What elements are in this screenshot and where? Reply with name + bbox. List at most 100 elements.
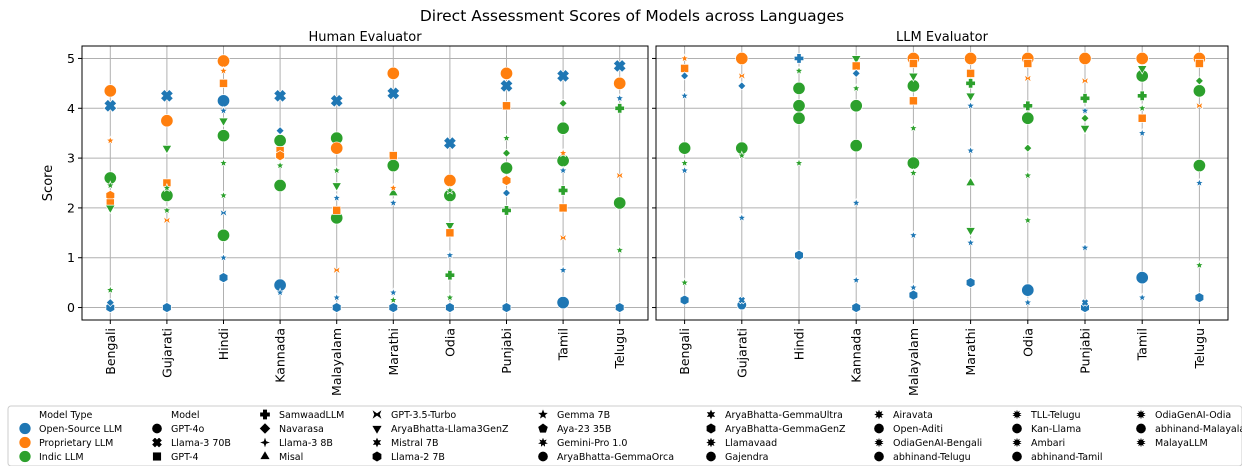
data-point: [736, 212, 747, 222]
data-point: [160, 188, 174, 202]
data-point: [105, 302, 116, 313]
y-tick-label: 2: [67, 200, 75, 215]
legend-marker: [1011, 422, 1023, 435]
data-point: [388, 302, 399, 313]
panel-title: LLM Evaluator: [896, 30, 989, 45]
data-point: [965, 277, 976, 289]
data-point: [162, 215, 172, 225]
data-point: [1137, 292, 1148, 302]
data-point: [331, 192, 342, 203]
data-point: [737, 81, 747, 91]
legend-marker: [873, 422, 885, 435]
data-point: [966, 68, 976, 78]
data-point: [556, 69, 570, 83]
legend: Model Type Open-Source LLM Proprietary LLM…: [7, 405, 1242, 466]
data-point: [499, 78, 514, 93]
x-tick-label: Tamil: [1135, 328, 1150, 361]
data-point: [275, 160, 285, 170]
legend-marker: [371, 425, 383, 436]
legend-marker: [872, 407, 886, 422]
legend-marker: [259, 449, 271, 460]
data-point: [275, 126, 285, 136]
data-point: [443, 173, 457, 188]
data-point: [388, 294, 399, 305]
data-point: [679, 157, 690, 168]
data-point: [162, 205, 172, 215]
data-point: [1194, 76, 1204, 86]
data-point: [1080, 298, 1090, 307]
data-point: [1194, 59, 1204, 68]
data-point: [965, 237, 976, 247]
legend-label: Navarasa: [279, 424, 324, 435]
data-point: [1194, 177, 1205, 188]
data-point: [908, 289, 919, 301]
data-point: [445, 185, 455, 195]
data-point: [965, 145, 976, 155]
legend-marker: [371, 408, 383, 421]
data-point: [160, 114, 174, 128]
data-point: [613, 196, 627, 210]
data-point: [851, 83, 862, 93]
data-point: [162, 182, 172, 193]
data-point: [161, 145, 173, 155]
data-point: [1080, 76, 1090, 86]
data-point: [792, 81, 806, 95]
legend-label: OdiaGenAI-Bengali: [893, 438, 982, 449]
x-tick-label: Hindi: [216, 328, 231, 360]
data-point: [388, 151, 398, 161]
data-point: [556, 154, 570, 168]
legend-label: Gajendra: [725, 452, 768, 463]
data-point: [445, 250, 455, 260]
data-point: [1080, 113, 1090, 123]
data-point: [105, 180, 116, 190]
x-tick-label: Punjabi: [1078, 328, 1093, 374]
data-point: [386, 159, 400, 173]
data-point: [851, 197, 862, 208]
legend-marker: [536, 435, 550, 449]
data-point: [737, 295, 746, 305]
x-tick-label: Malayalam: [906, 328, 921, 396]
data-point: [216, 228, 231, 242]
data-point: [792, 99, 806, 113]
data-point: [679, 277, 690, 287]
legend-label: GPT-3.5-Turbo: [391, 410, 456, 421]
data-point: [556, 296, 570, 310]
data-point: [502, 148, 511, 158]
y-tick-label: 0: [67, 300, 75, 315]
data-point: [679, 165, 690, 175]
legend-label: AryaBhatta-Llama3GenZ: [391, 424, 509, 435]
data-point: [850, 55, 862, 65]
legend-marker: [873, 450, 885, 463]
legend-marker: [18, 450, 32, 463]
data-point: [160, 88, 174, 103]
legend-label: Open-Aditi: [893, 424, 943, 435]
data-point: [388, 182, 399, 193]
legend-label: Indic LLM: [39, 452, 84, 463]
legend-label: Gemma 7B: [557, 410, 610, 421]
data-point: [445, 228, 455, 238]
data-point: [388, 197, 399, 208]
data-point: [736, 150, 747, 160]
legend-label: Ambari: [1031, 438, 1065, 449]
data-point: [331, 182, 343, 192]
data-point: [1021, 111, 1035, 125]
data-point: [444, 270, 456, 281]
panel-llm-evaluator: LLM Evaluator Bengali Gujarati Hindi Kannada…: [652, 30, 1229, 396]
data-point: [219, 208, 228, 218]
data-point: [501, 175, 512, 186]
data-point: [1137, 113, 1147, 123]
data-point: [793, 53, 805, 64]
legend-label: Aya-23 35B: [557, 424, 611, 435]
x-tick-label: Marathi: [386, 328, 401, 376]
panel-human-evaluator: Human Evaluator 0 1 2 3 4 5 Bengali Gujarati Hind…: [41, 30, 649, 396]
data-point: [445, 302, 455, 313]
data-point: [964, 51, 978, 66]
data-point: [501, 302, 512, 313]
legend-header: Model Type: [39, 410, 93, 421]
data-point: [851, 61, 861, 71]
data-point: [1135, 271, 1149, 285]
y-tick-label: 4: [67, 101, 75, 116]
data-point: [908, 167, 919, 178]
data-point: [275, 287, 285, 297]
data-point: [501, 133, 512, 143]
